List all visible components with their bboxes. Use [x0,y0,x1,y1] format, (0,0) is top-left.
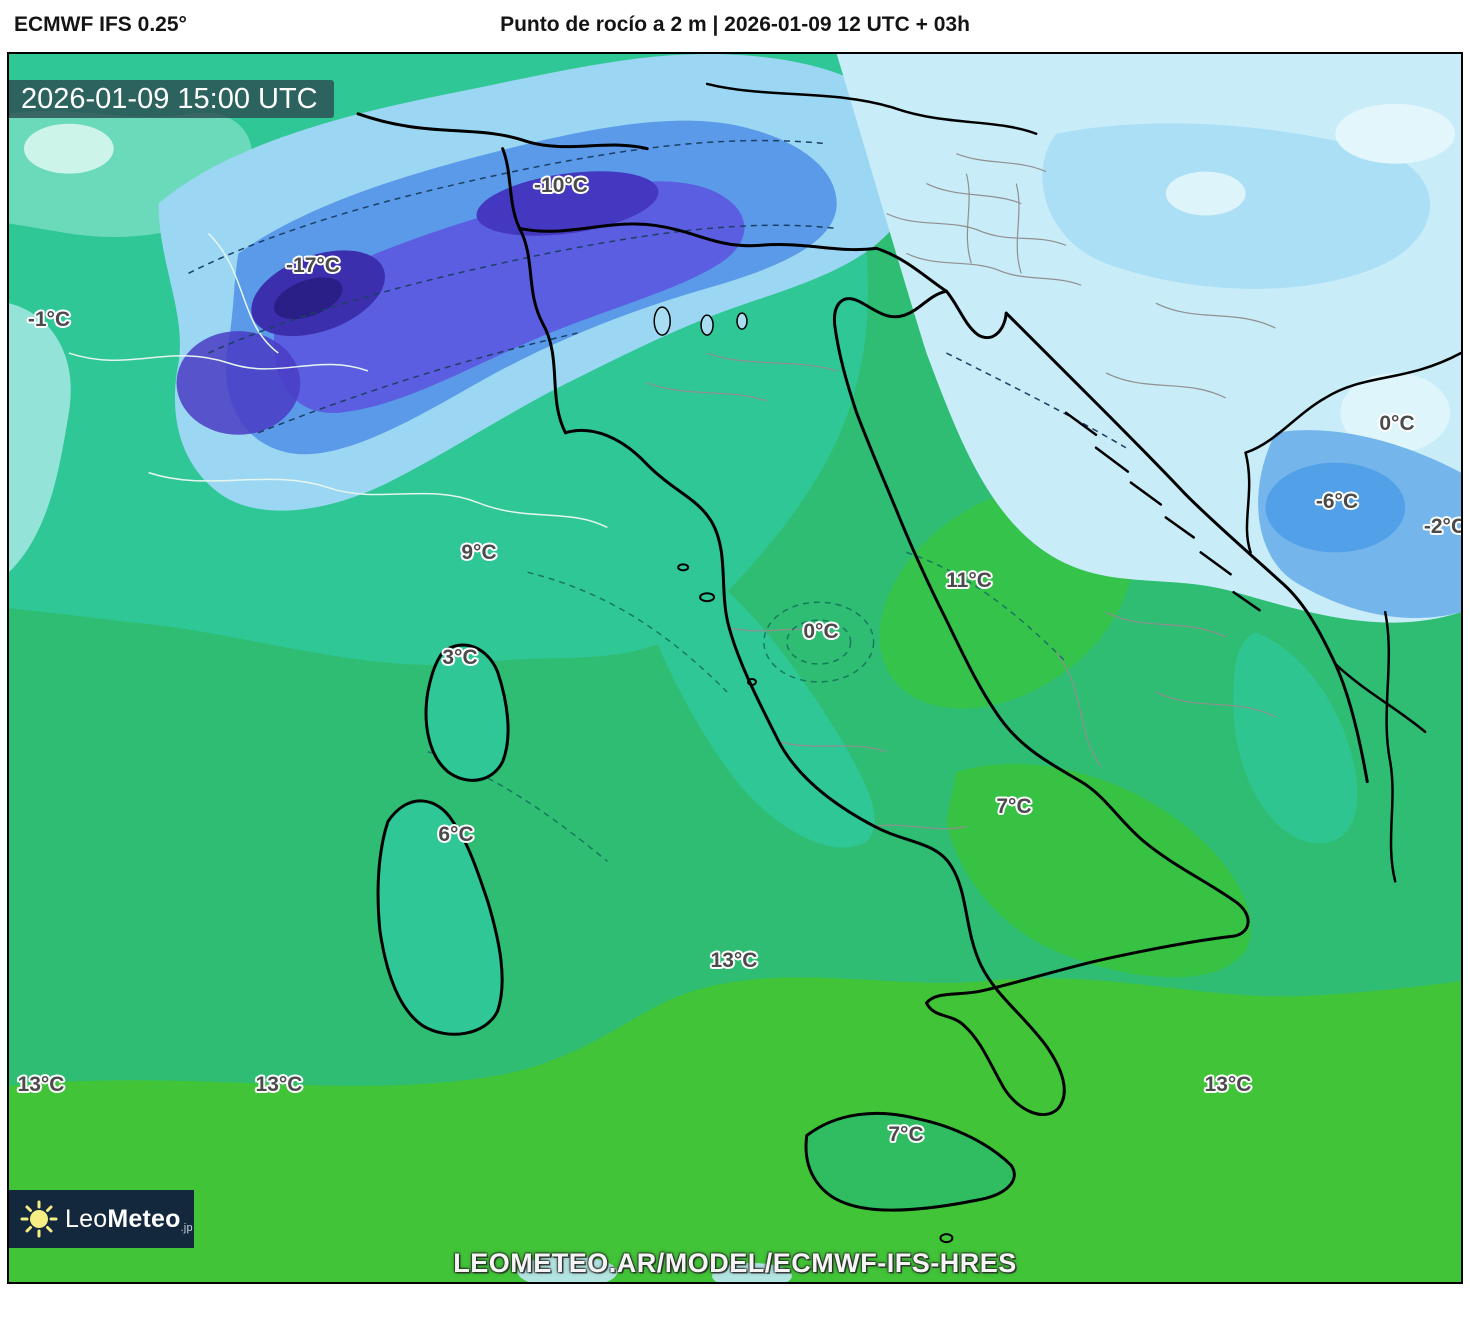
temp-label: 13°C [255,1073,303,1096]
regional-borders [705,82,1461,883]
temp-label: 11°C [946,569,992,592]
temp-label: 13°C [17,1073,65,1096]
temp-label: -17°C [286,254,340,277]
temp-label: 7°C [996,795,1032,818]
logo-prefix: Leo [65,1204,108,1233]
timestamp-badge: 2026-01-09 15:00 UTC [9,80,334,118]
sun-icon [20,1200,58,1238]
temp-label: 0°C [803,620,839,643]
temp-label: 13°C [1204,1073,1252,1096]
map-canvas: 2026-01-09 15:00 UTC -1°C -17°C -10°C 9°C 3°… [7,52,1463,1284]
admin-borders-gray [647,153,1276,830]
footer: -17.80 °C -50-40-30-20-1001020304050 13.… [0,1284,1470,1338]
logo-tld: .jp [180,1221,193,1234]
page-title: Punto de rocío a 2 m | 2026-01-09 12 UTC… [500,13,970,36]
temp-label: 9°C [461,541,497,564]
small-islands [677,563,954,1244]
frost-pockets [517,1256,792,1282]
temp-label: -1°C [27,308,71,331]
temp-label: 7°C [888,1123,924,1146]
temp-label: -6°C [1315,490,1359,513]
contour-dashed-cold [188,139,1127,449]
croatian-islands [1064,411,1261,612]
country-borders [356,112,948,435]
temp-label: 6°C [438,823,474,846]
temp-label: -10°C [534,174,588,197]
logo-suffix: Meteo [107,1204,181,1233]
green-zone [9,485,1461,1282]
temp-label: -2°C [1423,515,1463,538]
coastlines [376,289,1369,1212]
weather-map-art [9,54,1461,1282]
leometeo-logo: LeoMeteo.jp [9,1190,194,1248]
watermark: LEOMETEO.AR/MODEL/ECMWF-IFS-HRES [453,1248,1017,1278]
temp-label: 0°C [1379,412,1415,435]
alpine-lakes [653,306,748,336]
temp-label: 13°C [710,949,758,972]
admin-borders-light [68,232,608,529]
model-label: ECMWF IFS 0.25° [14,13,187,36]
header: ECMWF IFS 0.25° Punto de rocío a 2 m | 2… [0,0,1470,52]
logo-text: LeoMeteo.jp [65,1205,193,1234]
temp-label: 3°C [442,646,478,669]
